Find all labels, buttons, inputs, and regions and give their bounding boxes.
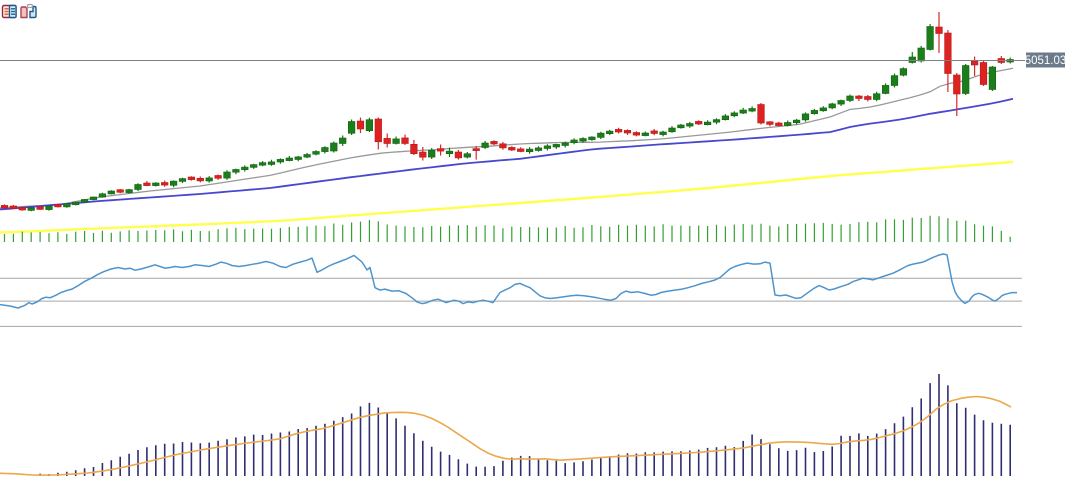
svg-text:5051.03: 5051.03 <box>1025 55 1067 67</box>
